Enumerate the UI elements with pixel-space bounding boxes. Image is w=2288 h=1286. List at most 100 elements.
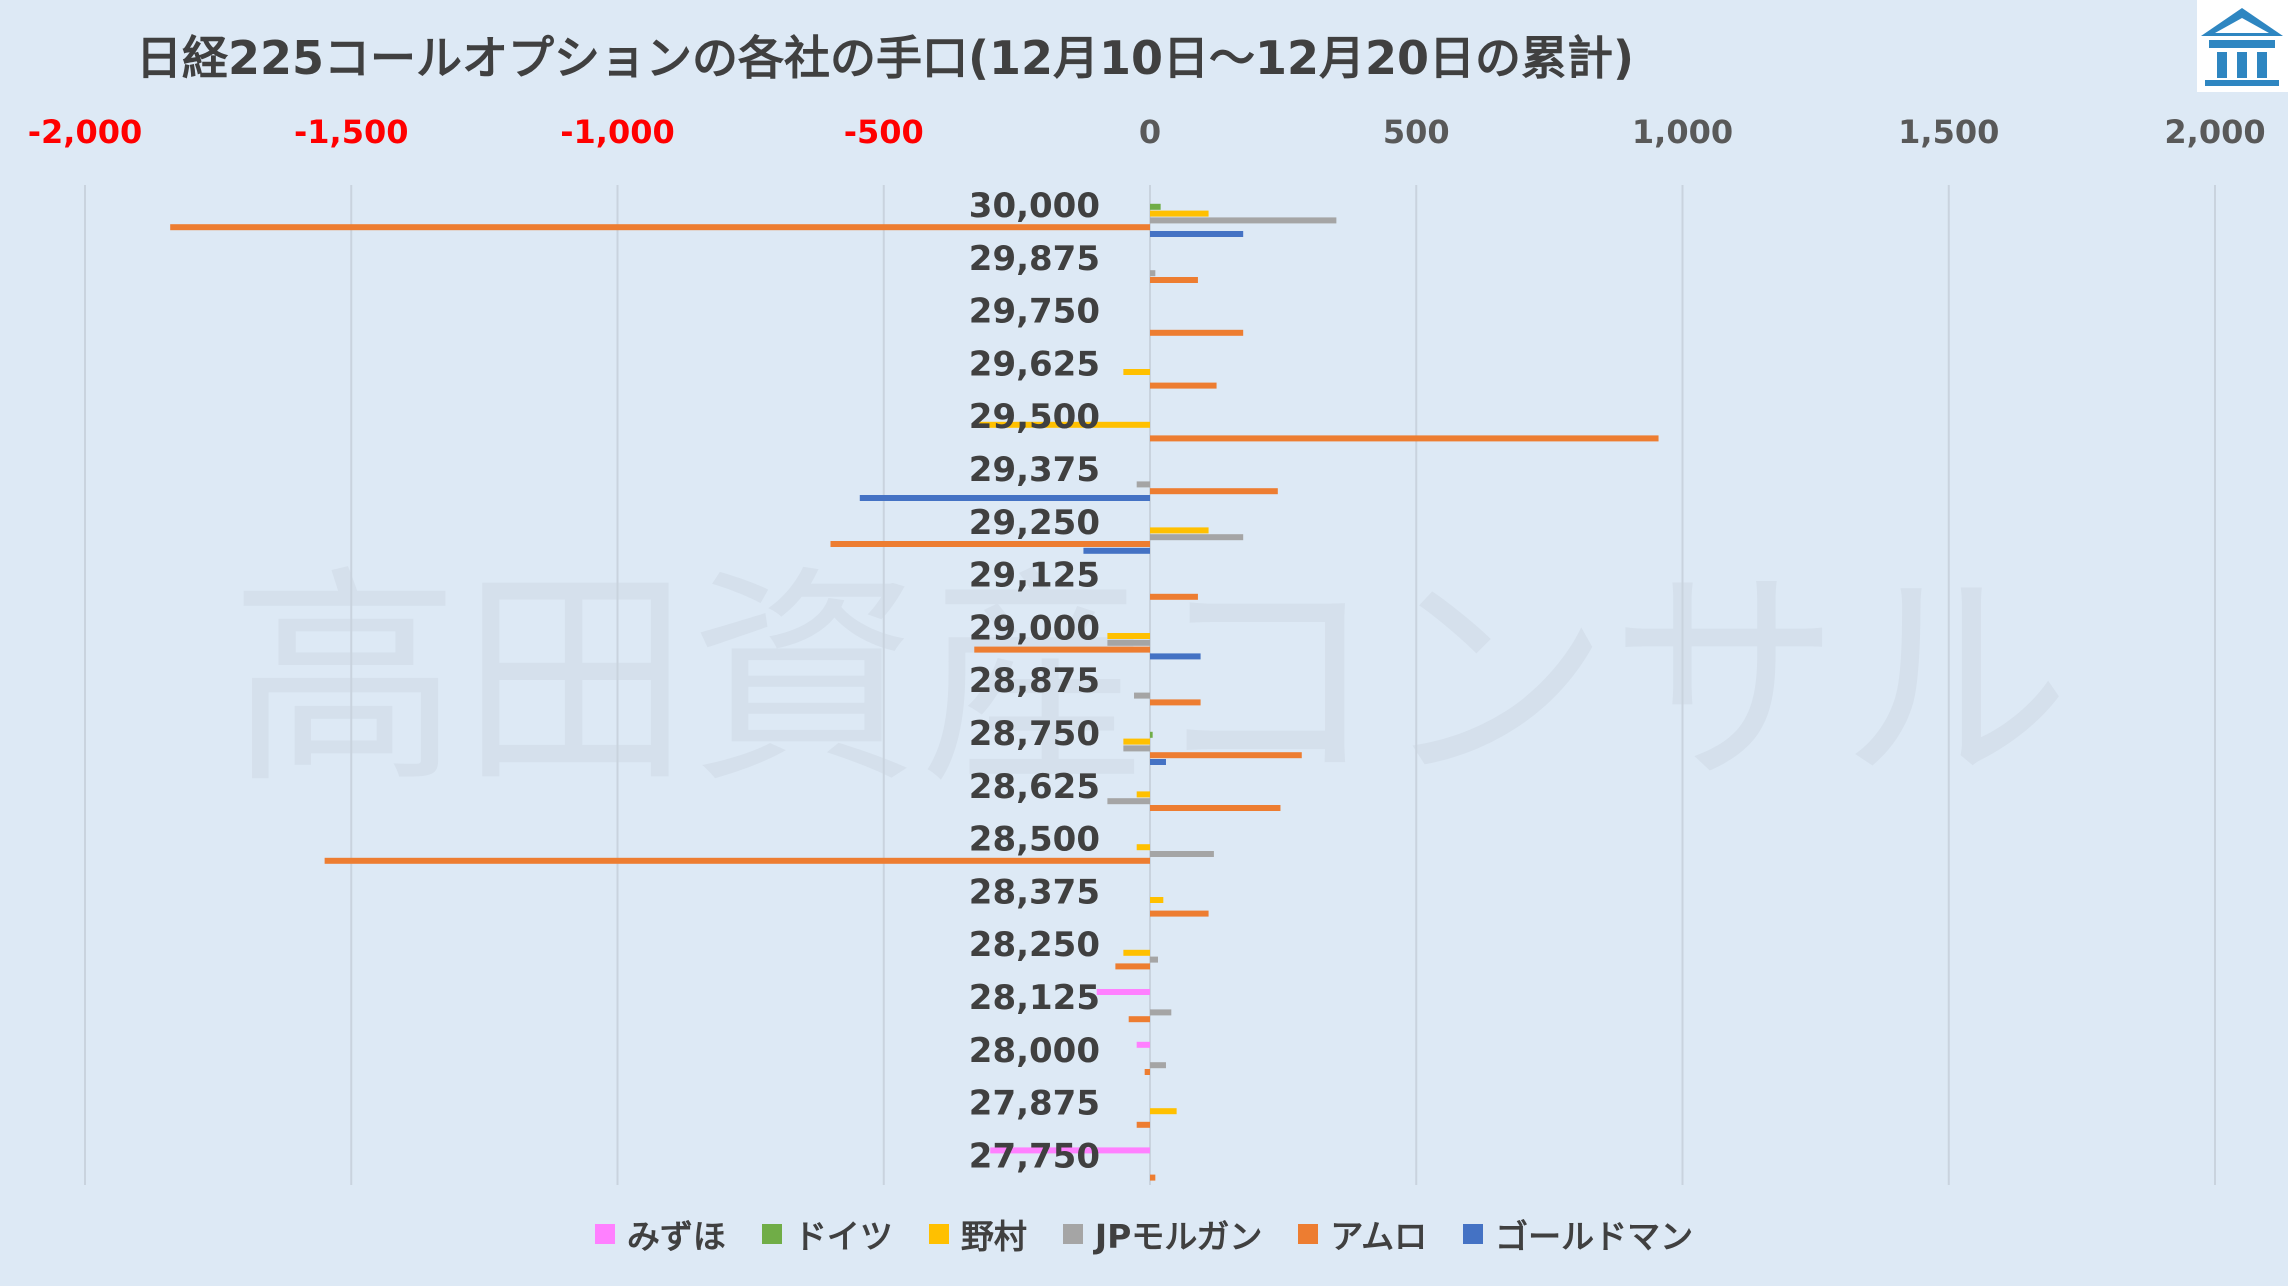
legend-swatch — [594, 1224, 615, 1244]
bar-アムロ — [1150, 277, 1198, 283]
gridlines — [84, 185, 2216, 1185]
legend-label: アムロ — [1330, 1217, 1428, 1256]
category-label: 28,750 — [969, 714, 1100, 754]
bars — [170, 203, 1659, 1181]
category-label: 28,625 — [969, 767, 1100, 807]
bar-野村 — [1136, 791, 1150, 798]
bar-アムロ — [1150, 435, 1659, 442]
bar-みずほ — [1096, 989, 1150, 995]
bar-JPモルガン — [1123, 745, 1150, 752]
bar-アムロ — [1150, 329, 1244, 336]
bar-野村 — [1150, 210, 1209, 217]
bar-アムロ — [324, 857, 1150, 864]
category-label: 29,375 — [969, 450, 1100, 490]
category-label: 27,750 — [969, 1136, 1100, 1176]
category-label: 28,000 — [969, 1031, 1100, 1071]
bar-JPモルガン — [1150, 956, 1158, 963]
bar-アムロ — [1150, 910, 1209, 917]
legend-swatch — [761, 1224, 782, 1244]
bar-アムロ — [1150, 805, 1281, 811]
bar-野村 — [1123, 738, 1150, 745]
x-tick-label: 500 — [1383, 113, 1450, 151]
legend-item: 野村 — [928, 1210, 1027, 1258]
legend-swatch — [928, 1224, 949, 1244]
bar-野村 — [1107, 633, 1150, 639]
bar-野村 — [1136, 844, 1150, 851]
bar-ドイツ — [1150, 203, 1161, 210]
bar-JPモルガン — [1107, 639, 1150, 646]
bar-野村 — [1150, 1108, 1177, 1115]
bar-アムロ — [1150, 593, 1198, 600]
bar-アムロ — [1144, 1069, 1150, 1075]
bar-野村 — [979, 421, 1150, 428]
bar-JPモルガン — [1136, 481, 1150, 488]
bar-アムロ — [974, 646, 1150, 653]
bar-アムロ — [170, 224, 1150, 231]
x-tick-label: -500 — [844, 113, 924, 151]
x-tick-label: -2,000 — [28, 113, 143, 151]
bar-野村 — [1123, 949, 1150, 956]
bar-アムロ — [1150, 382, 1217, 389]
bar-野村 — [1150, 897, 1164, 903]
legend-item: JPモルガン — [1062, 1210, 1263, 1258]
bar-JPモルガン — [1150, 217, 1337, 224]
legend-swatch — [1298, 1224, 1319, 1244]
legend-item: ゴールドマン — [1463, 1210, 1693, 1258]
legend-label: JPモルガン — [1094, 1217, 1263, 1256]
bar-アムロ — [1150, 488, 1278, 495]
bar-野村 — [1150, 527, 1209, 534]
legend-item: アムロ — [1298, 1210, 1427, 1258]
bar-アムロ — [1150, 699, 1201, 706]
x-tick-label: 1,000 — [1632, 113, 1733, 151]
category-label: 28,500 — [969, 820, 1100, 860]
bar-JPモルガン — [1150, 851, 1214, 857]
category-labels: 30,000 29,875 29,750 29,625 29,500 29,375 29,2… — [969, 186, 1100, 1176]
x-axis-tick-labels: -2,000 -1,500 -1,000 -500 0 500 1,000 1,500 2,00… — [28, 113, 2266, 151]
legend-swatch — [1062, 1224, 1083, 1244]
bar-ゴールドマン — [1150, 231, 1244, 237]
legend-swatch — [1463, 1224, 1484, 1244]
category-label: 28,875 — [969, 661, 1100, 701]
category-label: 29,000 — [969, 608, 1100, 648]
category-label: 29,125 — [969, 556, 1100, 596]
bar-ゴールドマン — [1150, 653, 1201, 660]
legend-item: みずほ — [594, 1210, 726, 1258]
category-label: 29,750 — [969, 292, 1100, 332]
x-tick-label: 1,500 — [1898, 113, 1999, 151]
bar-みずほ — [990, 1147, 1150, 1154]
bar-JPモルガン — [1150, 1062, 1166, 1069]
legend-label: 野村 — [960, 1217, 1027, 1256]
legend-item: ドイツ — [761, 1210, 893, 1258]
bar-JPモルガン — [1107, 798, 1150, 805]
bar-アムロ — [1150, 1174, 1156, 1181]
bar-ゴールドマン — [859, 495, 1150, 501]
legend-label: みずほ — [626, 1217, 726, 1256]
bar-みずほ — [1136, 1041, 1150, 1048]
company-logo — [2197, 0, 2288, 92]
category-label: 30,000 — [969, 186, 1100, 226]
category-label: 28,250 — [969, 925, 1100, 965]
bar-JPモルガン — [1150, 270, 1156, 277]
x-tick-label: 2,000 — [2164, 113, 2265, 151]
bar-ゴールドマン — [1150, 759, 1166, 765]
chart-title: 日経225コールオプションの各社の手口(12月10日～12月20日の累計) — [135, 31, 1635, 85]
category-label: 29,875 — [969, 239, 1100, 279]
category-label: 28,375 — [969, 872, 1100, 912]
x-tick-label: 0 — [1139, 113, 1161, 151]
bar-JPモルガン — [1134, 692, 1150, 699]
bar-アムロ — [1150, 752, 1302, 759]
category-label: 28,125 — [969, 978, 1100, 1018]
legend-label: ゴールドマン — [1495, 1217, 1694, 1256]
x-tick-label: -1,500 — [294, 113, 409, 151]
category-label: 29,250 — [969, 503, 1100, 543]
bar-JPモルガン — [1150, 534, 1244, 541]
category-label: 29,500 — [969, 397, 1100, 437]
bar-アムロ — [830, 541, 1150, 547]
x-tick-label: -1,000 — [560, 113, 675, 151]
bar-アムロ — [1115, 963, 1150, 970]
bar-アムロ — [1136, 1121, 1150, 1128]
legend: みずほ ドイツ 野村 JPモルガン アムロ ゴールドマン — [0, 1210, 2288, 1258]
bar-ドイツ — [1150, 731, 1153, 738]
bar-chart: 高田資産コンサル -2,000 -1,500 -1,000 -500 0 500 1,000… — [28, 113, 2266, 1185]
bar-ゴールドマン — [1083, 547, 1150, 554]
